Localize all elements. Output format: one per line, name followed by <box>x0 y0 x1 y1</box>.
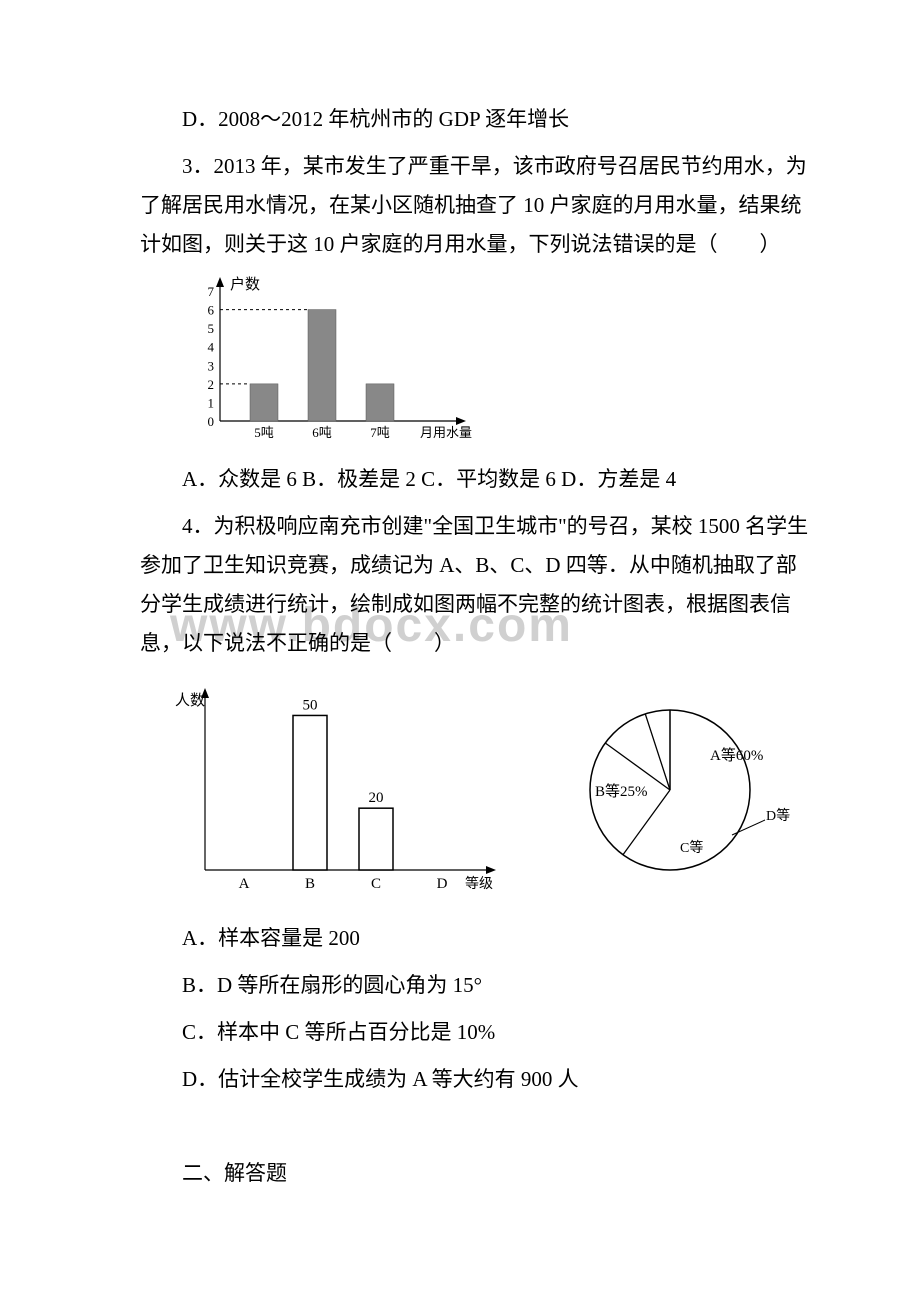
svg-text:B等25%: B等25% <box>595 782 648 800</box>
svg-text:0: 0 <box>208 414 215 429</box>
svg-text:3: 3 <box>208 359 215 374</box>
svg-text:4: 4 <box>208 340 215 355</box>
svg-text:C等: C等 <box>680 839 703 856</box>
svg-text:人数: 人数 <box>175 692 205 709</box>
svg-text:月用水量: 月用水量 <box>420 425 472 440</box>
svg-text:7吨: 7吨 <box>370 425 390 440</box>
q4-charts: 人数等级 A 50 B 20 C D A等60% B等25% C等 D等 <box>150 670 810 913</box>
svg-text:D等: D等 <box>766 807 790 824</box>
q4-option-a: A．样本容量是 200 <box>140 919 810 958</box>
svg-text:户数: 户数 <box>230 276 260 293</box>
svg-text:5吨: 5吨 <box>254 425 274 440</box>
svg-text:A等60%: A等60% <box>710 746 763 764</box>
q4-stem: 4．为积极响应南充市创建"全国卫生城市"的号召，某校 1500 名学生参加了卫生… <box>140 507 810 662</box>
svg-text:等级: 等级 <box>465 875 493 892</box>
q4-option-c: C．样本中 C 等所占百分比是 10% <box>140 1013 810 1052</box>
q4-option-d: D．估计全校学生成绩为 A 等大约有 900 人 <box>140 1060 810 1099</box>
svg-text:D: D <box>437 876 448 892</box>
svg-text:6吨: 6吨 <box>312 425 332 440</box>
q3-stem: 3．2013 年，某市发生了严重干旱，该市政府号召居民节约用水，为了解居民用水情… <box>140 147 810 264</box>
section-2-heading: 二、解答题 <box>140 1154 810 1193</box>
svg-text:1: 1 <box>208 396 215 411</box>
svg-text:50: 50 <box>303 698 318 714</box>
svg-text:20: 20 <box>369 791 384 807</box>
q2-option-d: D．2008～2012 年杭州市的 GDP 逐年增长 <box>140 100 810 139</box>
svg-text:5: 5 <box>208 322 215 337</box>
svg-text:2: 2 <box>208 377 215 392</box>
q3-bar-chart: 0 1 2 3 4 5 6 7 户数 5吨 6吨 7吨 月用水量 <box>180 271 810 454</box>
svg-text:6: 6 <box>208 303 215 318</box>
svg-text:A: A <box>239 876 250 892</box>
q4-option-b: B．D 等所在扇形的圆心角为 15° <box>140 966 810 1005</box>
svg-text:7: 7 <box>208 284 215 299</box>
svg-text:C: C <box>371 876 381 892</box>
q3-options: A．众数是 6 B．极差是 2 C．平均数是 6 D．方差是 4 <box>140 460 810 499</box>
svg-text:B: B <box>305 876 315 892</box>
